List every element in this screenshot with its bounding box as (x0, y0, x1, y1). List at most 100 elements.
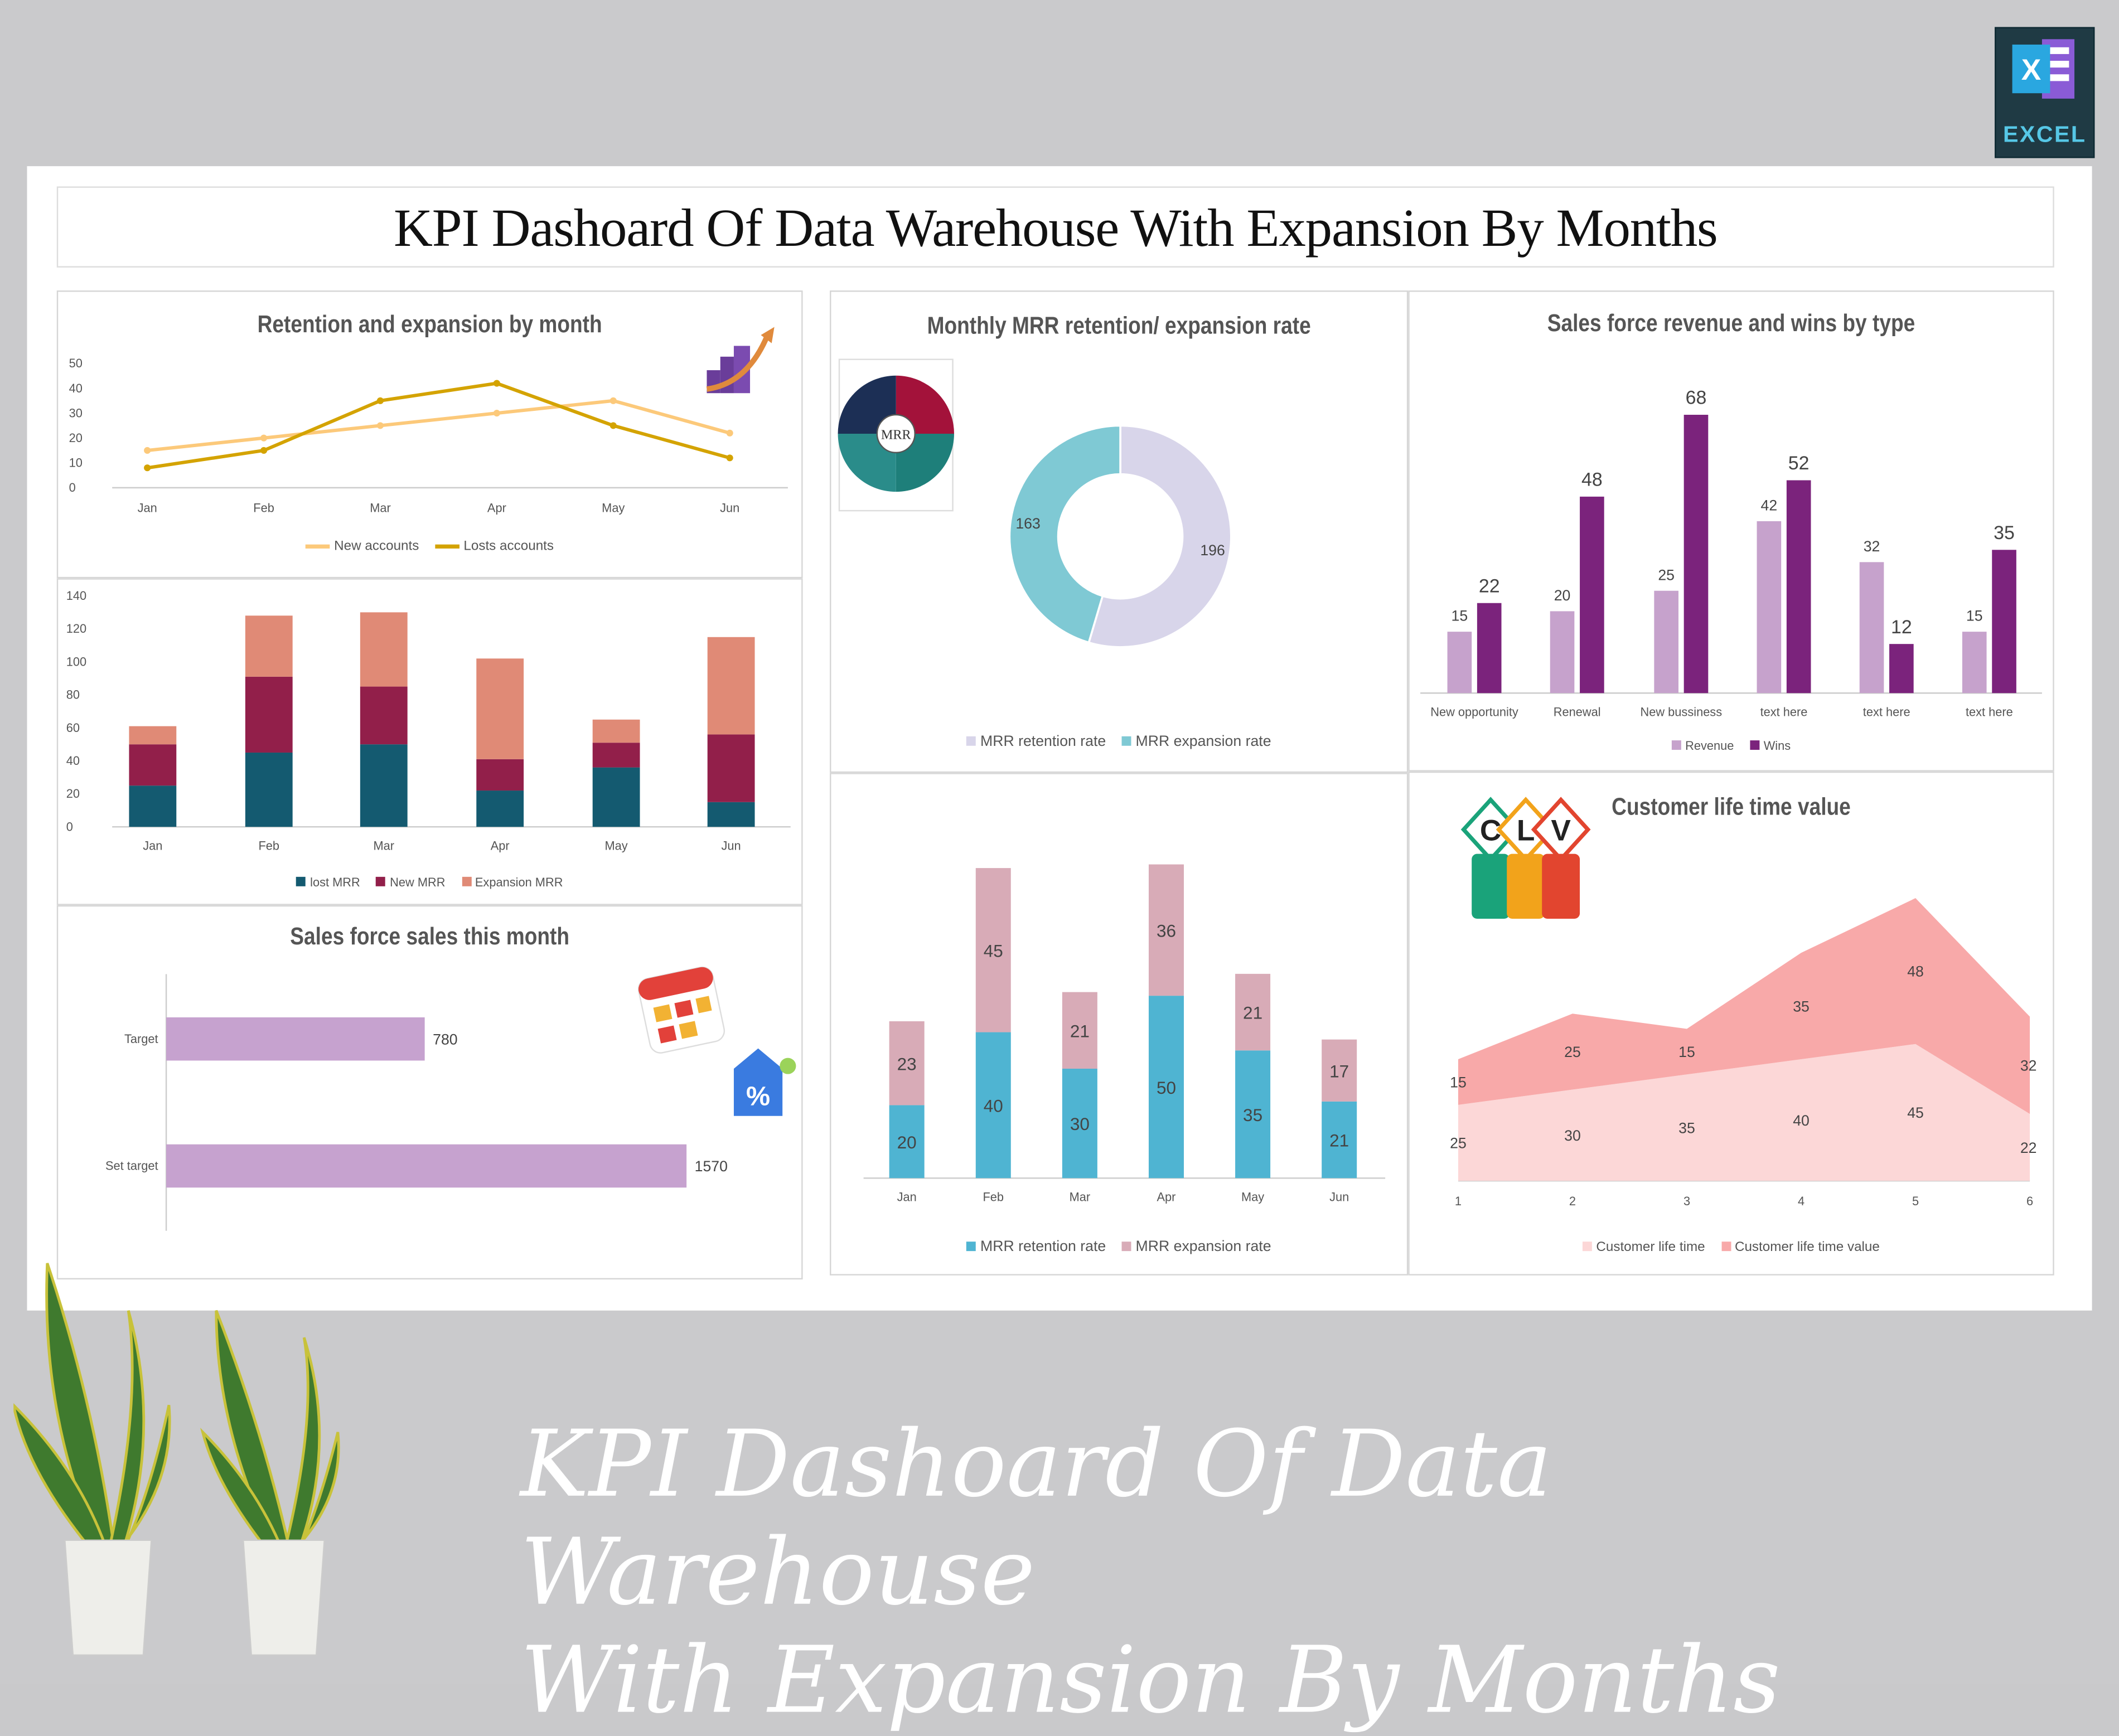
data-label: 15 (1966, 608, 1983, 624)
banner-line-2: With Expansion By Months (520, 1628, 1781, 1735)
data-label: 25 (1658, 566, 1675, 583)
banner-title: KPI Dashoard Of Data Warehouse With Expa… (520, 1412, 2074, 1736)
legend-label: Expansion MRR (475, 875, 563, 889)
x-tick-label: Mar (374, 838, 395, 852)
data-label: 48 (1581, 469, 1603, 490)
sf-revenue-bar-chart: 15 22 New opportunity 20 48 Renewal 25 68 New bu… (1420, 387, 2042, 719)
series-line (147, 399, 730, 453)
category-label: Target (124, 1032, 158, 1046)
x-tick-label: text here (1966, 705, 2013, 719)
data-point (144, 464, 151, 472)
data-point (376, 422, 384, 429)
data-point (609, 397, 617, 404)
data-label: 48 (1907, 963, 1924, 980)
bar (1654, 590, 1678, 694)
data-label: 1570 (695, 1158, 728, 1175)
bar (166, 1017, 425, 1061)
y-tick-label: 30 (69, 406, 83, 420)
excel-icon: X (2012, 39, 2075, 99)
y-tick-label: 50 (69, 356, 83, 370)
data-point (609, 422, 617, 429)
legend-label: MRR retention rate (980, 733, 1106, 750)
bar-segment (245, 676, 293, 753)
data-label: 35 (1994, 522, 2015, 544)
data-label: 42 (1761, 497, 1778, 514)
data-label: 12 (1891, 617, 1912, 638)
bar-segment (592, 719, 640, 743)
data-point (376, 397, 384, 404)
area-series (1458, 898, 2030, 1114)
x-tick-label: Mar (370, 501, 391, 515)
data-point (726, 454, 733, 462)
sf-revenue-panel: Sales force revenue and wins by type 15 2… (1408, 290, 2054, 772)
data-point (493, 410, 500, 417)
bar-segment (889, 1021, 925, 1105)
bar (1757, 521, 1782, 694)
data-label: 32 (2020, 1058, 2037, 1074)
bar-segment (360, 686, 408, 745)
bar (166, 1144, 687, 1188)
x-tick-label: Jan (897, 1190, 917, 1204)
legend-label: New MRR (390, 875, 446, 889)
bar-segment (1235, 973, 1271, 1051)
data-label: 22 (1479, 575, 1500, 597)
bar-segment (707, 734, 755, 802)
mrr-stack-panel: 0 20 40 60 80 100 120 140 Jan Feb Mar Apr May Jun los… (56, 578, 803, 905)
x-tick-label: Apr (491, 838, 510, 852)
bar-segment (476, 658, 524, 759)
chart-title: Sales force revenue and wins by type (1547, 309, 1915, 337)
category-label: Set target (105, 1159, 158, 1173)
x-tick-label: Mar (1070, 1190, 1091, 1204)
data-label: 22 (2020, 1139, 2037, 1156)
plant-decoration-icon (13, 1263, 340, 1656)
data-label: 45 (1907, 1104, 1924, 1121)
y-tick-label: 40 (66, 754, 80, 768)
clv-letter: V (1551, 814, 1571, 847)
legend-label: Wins (1763, 739, 1791, 753)
retention-line-chart: 0 10 20 30 40 50 Jan Feb Mar Apr May Jun (69, 327, 788, 515)
chart-title: Monthly MRR retention/ expansion rate (927, 312, 1311, 340)
svg-text:X: X (2021, 54, 2041, 86)
legend-item: MRR retention rate (966, 1239, 1106, 1255)
chart-legend: MRR retention rate MRR expansion rate (831, 1239, 1406, 1255)
discount-tag-icon: % (733, 1048, 796, 1116)
data-point (144, 447, 151, 454)
bar-segment (360, 612, 408, 687)
bar-segment (707, 637, 755, 735)
y-tick-label: 0 (69, 481, 76, 494)
bar-segment (129, 726, 177, 745)
data-label: 21 (1329, 1131, 1349, 1151)
stage: X EXCEL KPI Dashoard Of Data Warehouse W… (13, 27, 2095, 1735)
legend-label: MRR expansion rate (1135, 1239, 1271, 1255)
x-tick-label: May (602, 501, 625, 515)
bar-segment (1322, 1101, 1357, 1179)
x-tick-label: Jun (720, 501, 739, 515)
banner-line-1: KPI Dashoard Of Data Warehouse (520, 1412, 1552, 1627)
legend-item: Customer life time (1583, 1240, 1705, 1255)
legend-label: Losts accounts (463, 539, 554, 554)
mrr-donut-chart: MRR 196 163 (838, 358, 1232, 648)
chart-legend: lost MRR New MRR Expansion MRR (58, 875, 801, 889)
data-label: 30 (1070, 1114, 1090, 1134)
calendar-icon (637, 966, 725, 1054)
bar-segment (1148, 996, 1184, 1179)
legend-item: Losts accounts (435, 539, 554, 554)
retention-panel: Retention and expansion by month 0 10 20 30… (56, 290, 803, 579)
x-tick-label: 5 (1912, 1194, 1919, 1208)
mrr-logo-text: MRR (881, 428, 912, 443)
data-label: 17 (1329, 1061, 1349, 1081)
area-series (1458, 1044, 2030, 1181)
x-tick-label: Renewal (1554, 705, 1601, 719)
bar-segment (1235, 1050, 1271, 1179)
bar-segment (1148, 864, 1184, 996)
x-tick-label: May (605, 838, 628, 852)
data-point (260, 447, 268, 454)
data-label: 40 (1793, 1112, 1810, 1129)
x-tick-label: text here (1863, 705, 1910, 719)
data-point (726, 429, 733, 437)
legend-item: Wins (1750, 739, 1791, 753)
series-line (147, 381, 730, 470)
chart-legend: New accounts Losts accounts (58, 539, 801, 554)
x-tick-label: 3 (1683, 1194, 1690, 1208)
data-label: 15 (1452, 608, 1468, 624)
